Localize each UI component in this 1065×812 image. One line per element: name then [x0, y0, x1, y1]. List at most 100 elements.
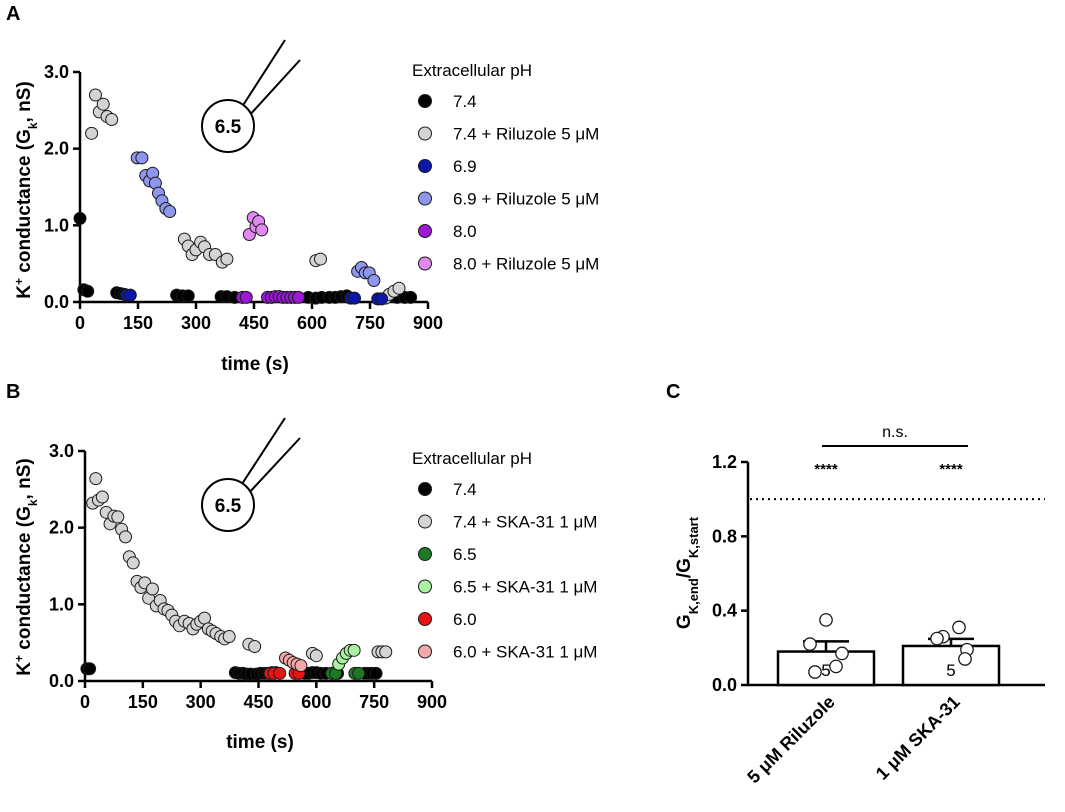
panel-label-b: B — [6, 381, 20, 403]
chart-c-point — [930, 631, 944, 646]
chart-a-xtick-label: 750 — [355, 313, 385, 333]
chart-b-xtick-label: 750 — [359, 692, 389, 712]
chart-c-category-label: 1 μM SKA-31 — [872, 692, 964, 784]
chart-b-legend-label: 6.5 + SKA-31 1 μM — [453, 578, 597, 597]
chart-c-comparison-label: n.s. — [882, 424, 908, 441]
chart-c-category-label: 5 μM Riluzole — [743, 692, 838, 787]
chart-a-ytick-label: 2.0 — [44, 139, 69, 159]
chart-a-xtick-label: 600 — [297, 313, 327, 333]
chart-b-electrode-line-2 — [246, 437, 301, 496]
chart-a-point — [348, 291, 362, 305]
chart-b-legend-label: 6.0 + SKA-31 1 μM — [453, 643, 597, 662]
chart-a-xtick-label: 300 — [181, 313, 211, 333]
chart-c-point — [803, 637, 817, 651]
chart-c-ytick-label: 0.0 — [712, 675, 737, 695]
chart-b-point — [309, 649, 323, 663]
chart-b-point — [95, 490, 109, 504]
chart-a-point — [291, 290, 305, 304]
chart-b-legend-label: 7.4 + SKA-31 1 μM — [453, 513, 597, 532]
chart-c-point — [835, 646, 849, 661]
chart-b-point — [352, 666, 366, 680]
chart-b-xtick-label: 600 — [301, 692, 331, 712]
chart-b-point — [248, 640, 262, 653]
chart-a-point — [220, 252, 234, 266]
panel-label-a: A — [6, 3, 20, 25]
chart-c-point — [958, 652, 972, 666]
chart-b-point — [118, 530, 132, 544]
chart-b-ytick-label: 2.0 — [49, 518, 74, 538]
chart-a-point — [392, 281, 406, 295]
chart-a-point — [404, 290, 418, 304]
chart-c-ytick-label: 0.8 — [712, 526, 737, 546]
chart-b-electrode: 6.5 — [201, 417, 301, 532]
chart-a-electrode-circle — [201, 99, 255, 153]
chart-b-ytick-label: 0.0 — [49, 671, 74, 691]
chart-a-ylabel: K+ conductance (Gk, nS) — [12, 81, 40, 298]
chart-a-electrode-line-2 — [246, 59, 301, 119]
chart-b-legend-marker — [418, 612, 432, 626]
chart-a-point — [123, 288, 137, 302]
chart-c-point — [819, 613, 833, 627]
chart-b-legend-marker — [418, 514, 432, 529]
chart-a-legend-marker — [418, 126, 432, 141]
chart-a-legend-label: 6.9 + Riluzole 5 μM — [453, 190, 599, 209]
chart-b: K+ conductance (Gk, nS) time (s) 6.5 0.0… — [12, 417, 597, 753]
chart-a-point — [163, 205, 177, 219]
chart-b-point — [369, 666, 383, 680]
chart-b-point — [347, 643, 361, 657]
chart-a-legend-label: 7.4 + Riluzole 5 μM — [453, 125, 599, 144]
chart-b-point — [111, 510, 125, 524]
chart-b-xtick-label: 900 — [417, 692, 447, 712]
chart-b-legend-label: 6.0 — [453, 610, 477, 629]
chart-b-xtick-label: 0 — [80, 692, 90, 712]
chart-c-bar — [776, 650, 876, 687]
chart-b-legend-title: Extracellular pH — [412, 449, 532, 468]
chart-c-n-label: 5 — [821, 661, 830, 680]
chart-b-point — [198, 611, 212, 625]
chart-b-point — [379, 645, 393, 659]
chart-a-xtick-label: 450 — [239, 313, 269, 333]
chart-b-ylabel: K+ conductance (Gk, nS) — [12, 458, 40, 675]
chart-a-xlabel: time (s) — [221, 354, 289, 375]
chart-c-point — [829, 659, 843, 674]
chart-a-point — [105, 113, 119, 127]
chart-c: GK,end/GK,start 0.0 0.4 0.8 1.2 5 **** 5 μM Ri… — [674, 424, 1045, 787]
chart-a-point — [135, 151, 149, 165]
chart-a-point — [81, 284, 95, 298]
chart-a-electrode-line-1 — [239, 39, 286, 111]
chart-c-ytick-label: 0.4 — [712, 601, 737, 621]
chart-a-point — [239, 290, 253, 304]
chart-a-legend-label: 6.9 — [453, 157, 477, 176]
chart-b-xtick-label: 450 — [243, 692, 273, 712]
chart-a-point — [375, 292, 389, 306]
chart-a-point — [367, 274, 381, 288]
chart-a-legend-marker — [418, 224, 432, 238]
chart-c-ylabel: GK,end/GK,start — [674, 516, 701, 629]
chart-a-legend-label: 8.0 — [453, 222, 477, 241]
chart-a-legend-marker — [418, 191, 432, 206]
chart-b-point — [294, 659, 308, 673]
chart-a-ytick-label: 0.0 — [44, 292, 69, 312]
chart-b-point — [273, 666, 287, 680]
chart-b-point — [83, 662, 97, 676]
chart-a-ytick-label: 3.0 — [44, 62, 69, 82]
chart-a-xtick-label: 0 — [75, 313, 85, 333]
chart-a-point — [85, 126, 99, 140]
chart-c-point — [952, 620, 966, 635]
chart-b-xlabel: time (s) — [226, 732, 294, 753]
chart-b-electrode-label: 6.5 — [215, 496, 242, 517]
chart-b-legend-label: 7.4 — [453, 480, 477, 499]
chart-a-xtick-label: 150 — [123, 313, 153, 333]
chart-b-electrode-circle — [201, 478, 255, 532]
chart-a-point — [181, 289, 195, 303]
chart-a-legend-marker — [418, 256, 432, 271]
chart-b-legend-marker — [418, 579, 432, 594]
chart-c-significance: **** — [814, 461, 838, 478]
chart-a-point — [96, 97, 110, 111]
chart-a: K+ conductance (Gk, nS) time (s) 6.5 0.0… — [12, 39, 599, 375]
chart-b-point — [145, 582, 159, 596]
chart-b-ytick-label: 3.0 — [49, 441, 74, 461]
chart-a-electrode-label: 6.5 — [215, 117, 242, 138]
chart-b-legend-marker — [418, 482, 432, 496]
chart-a-point — [88, 88, 102, 102]
